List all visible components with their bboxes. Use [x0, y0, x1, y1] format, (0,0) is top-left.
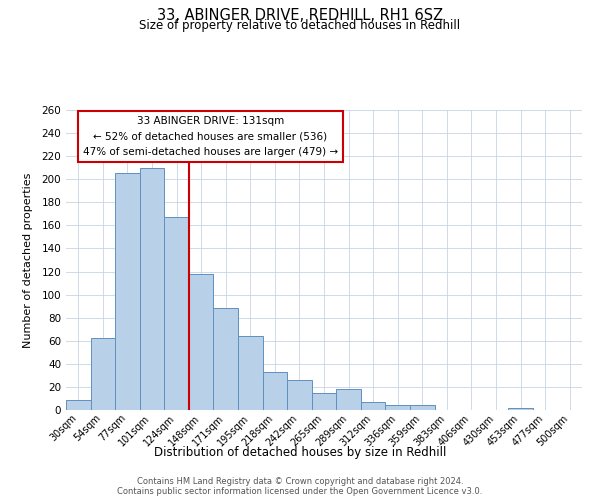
- Bar: [361, 402, 385, 410]
- Bar: [66, 400, 91, 410]
- Text: Distribution of detached houses by size in Redhill: Distribution of detached houses by size …: [154, 446, 446, 459]
- Bar: [336, 389, 361, 410]
- Text: 33 ABINGER DRIVE: 131sqm
← 52% of detached houses are smaller (536)
47% of semi-: 33 ABINGER DRIVE: 131sqm ← 52% of detach…: [83, 116, 338, 157]
- Text: Contains public sector information licensed under the Open Government Licence v3: Contains public sector information licen…: [118, 486, 482, 496]
- Bar: [385, 406, 410, 410]
- Bar: [214, 308, 238, 410]
- Text: 33, ABINGER DRIVE, REDHILL, RH1 6SZ: 33, ABINGER DRIVE, REDHILL, RH1 6SZ: [157, 8, 443, 22]
- Bar: [287, 380, 312, 410]
- Bar: [238, 336, 263, 410]
- Bar: [115, 174, 140, 410]
- Bar: [140, 168, 164, 410]
- Bar: [312, 392, 336, 410]
- Text: Contains HM Land Registry data © Crown copyright and database right 2024.: Contains HM Land Registry data © Crown c…: [137, 476, 463, 486]
- Bar: [189, 274, 214, 410]
- Bar: [508, 408, 533, 410]
- Bar: [91, 338, 115, 410]
- Y-axis label: Number of detached properties: Number of detached properties: [23, 172, 33, 348]
- Text: Size of property relative to detached houses in Redhill: Size of property relative to detached ho…: [139, 19, 461, 32]
- Bar: [263, 372, 287, 410]
- Bar: [164, 218, 189, 410]
- Bar: [410, 406, 434, 410]
